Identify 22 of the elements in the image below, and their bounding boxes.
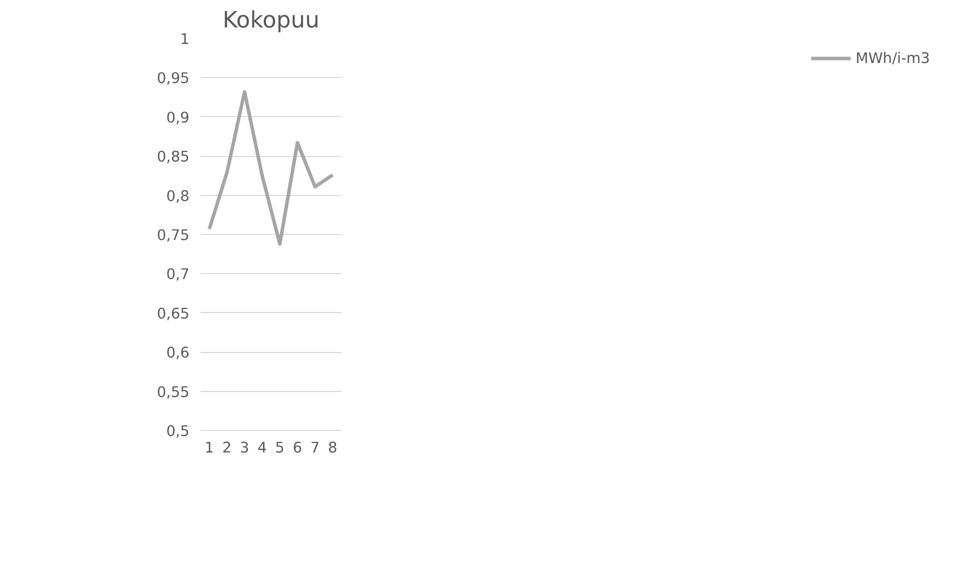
legend-label: MWh/i-m3 [856, 50, 930, 66]
y-tick-label: 0,6 [166, 344, 190, 362]
y-tick-label: 0,85 [156, 148, 190, 166]
y-tick-label: 0,7 [166, 266, 190, 284]
y-tick-label: 0,95 [156, 70, 190, 88]
y-tick-label: 0,5 [166, 423, 190, 440]
y-tick-label: 0,9 [166, 109, 190, 126]
x-tick-label: 1 [204, 440, 214, 456]
x-tick-label: 6 [292, 440, 302, 456]
x-tick-label: 4 [258, 440, 267, 456]
x-tick-label: 5 [275, 440, 284, 456]
x-tick-label: 8 [328, 440, 338, 456]
y-tick-label: 0,8 [166, 188, 190, 205]
line-series [208, 90, 334, 246]
x-tick-label: 3 [240, 440, 250, 456]
y-tick-label: 0,65 [156, 305, 190, 322]
y-tick-label: 0,75 [156, 227, 190, 244]
chart-title: Kokopuu [222, 8, 320, 34]
y-tick-label: 0,55 [156, 384, 190, 401]
x-tick-label: 2 [222, 440, 232, 456]
x-tick-label: 7 [310, 440, 320, 456]
y-tick-label: 1 [180, 31, 190, 48]
